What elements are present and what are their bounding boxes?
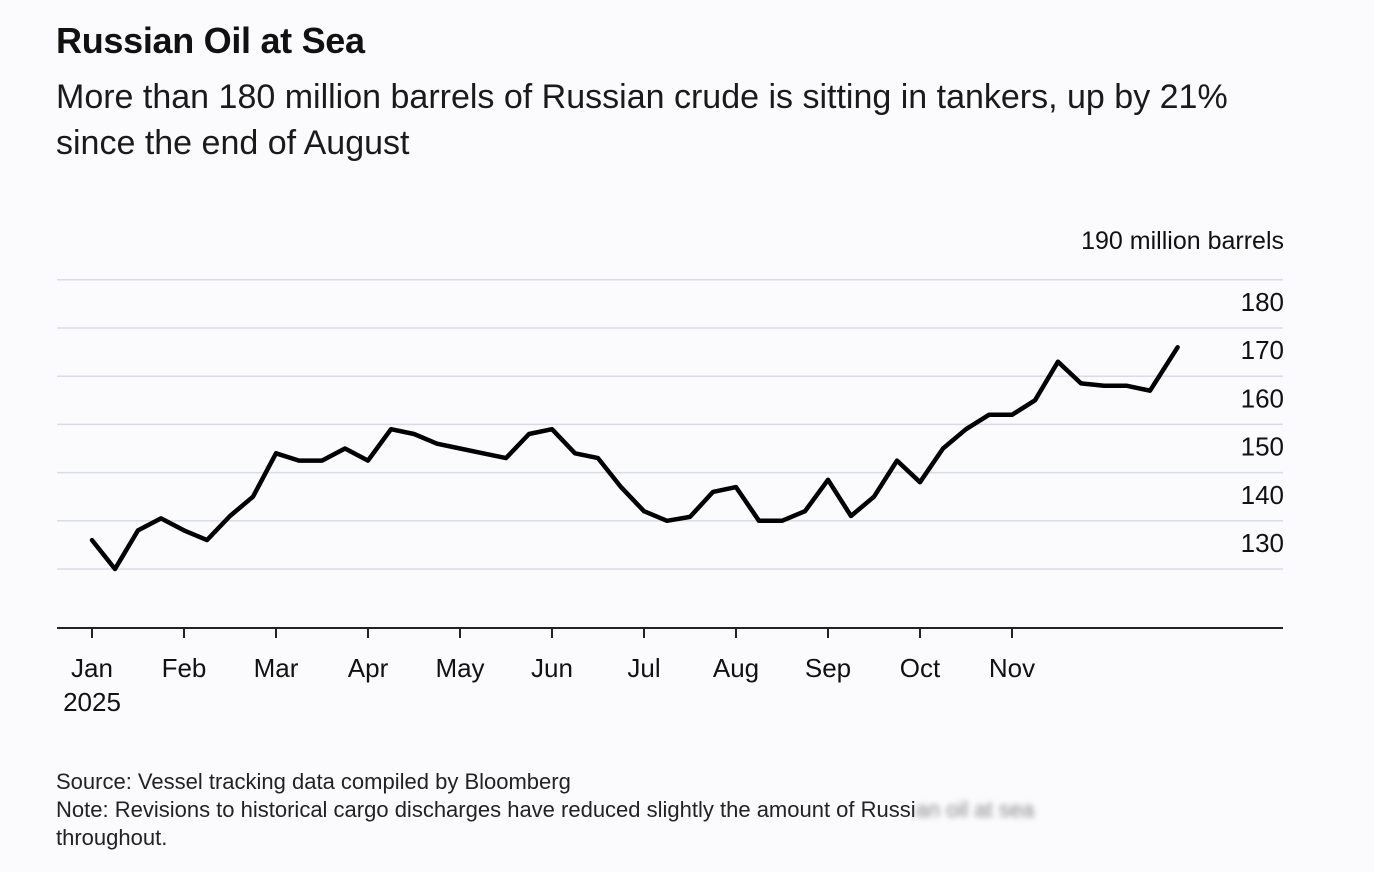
x-tick-label-aug: Aug [713, 653, 759, 683]
y-tick-label-180: 180 [1241, 287, 1284, 317]
footer: Source: Vessel tracking data compiled by… [56, 768, 1256, 852]
y-tick-label-170: 170 [1241, 335, 1284, 365]
y-axis-unit-label: 190 million barrels [1081, 227, 1284, 255]
note-obscured: an oil at sea [915, 797, 1035, 822]
source-note: Source: Vessel tracking data compiled by… [56, 769, 571, 794]
x-axis-ticks: Jan Feb Mar Apr May Jun Jul Aug Sep Oct Nov [71, 628, 1035, 683]
x-tick-label-jan: Jan [71, 653, 113, 683]
x-tick-label-mar: Mar [254, 653, 299, 683]
y-tick-label-150: 150 [1241, 432, 1284, 462]
x-tick-label-sep: Sep [805, 653, 851, 683]
y-tick-label-130: 130 [1241, 528, 1284, 558]
x-tick-label-may: May [435, 653, 484, 683]
chart-subtitle: More than 180 million barrels of Russian… [56, 78, 1228, 162]
series-line [89, 345, 1180, 572]
chart-title: Russian Oil at Sea [56, 20, 365, 61]
x-tick-label-jun: Jun [531, 653, 573, 683]
x-tick-label-oct: Oct [900, 653, 941, 683]
note-visible: Note: Revisions to historical cargo disc… [56, 797, 916, 822]
note-end: throughout. [56, 825, 168, 850]
y-axis-ticks: 130 140 150 160 170 180 [1241, 287, 1284, 558]
y-tick-label-160: 160 [1241, 383, 1284, 413]
x-tick-label-feb: Feb [162, 653, 207, 683]
x-axis-year-label: 2025 [63, 687, 121, 717]
x-tick-label-apr: Apr [348, 653, 389, 683]
note-text: Note: Revisions to historical cargo disc… [56, 796, 1256, 824]
y-tick-label-140: 140 [1241, 480, 1284, 510]
x-tick-label-jul: Jul [627, 653, 660, 683]
gridlines [57, 279, 1283, 570]
x-tick-label-nov: Nov [989, 653, 1035, 683]
